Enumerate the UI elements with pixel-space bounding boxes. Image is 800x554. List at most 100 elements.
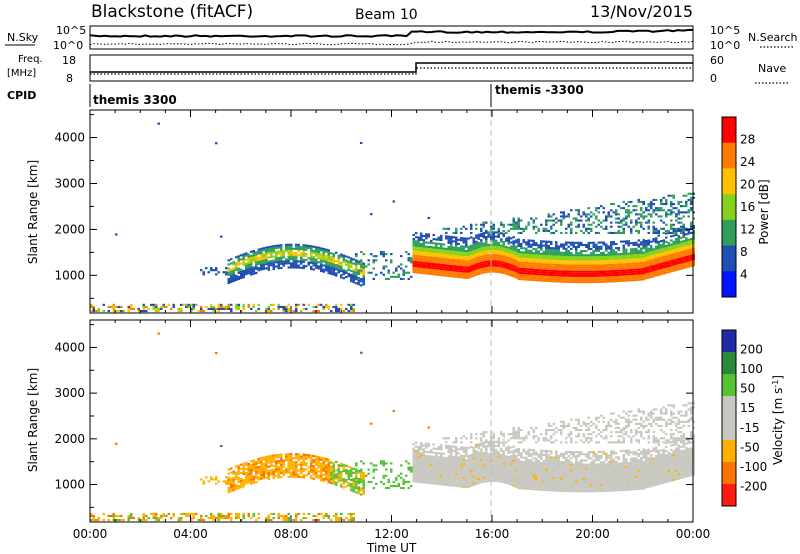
heatmap-cell — [677, 247, 680, 250]
heatmap-cell — [515, 245, 518, 248]
heatmap-cell — [435, 458, 438, 461]
heatmap-cell — [462, 262, 465, 265]
heatmap-cell — [595, 215, 598, 218]
heatmap-cell — [350, 512, 353, 515]
heatmap-cell — [577, 264, 580, 267]
heatmap-cell — [265, 259, 268, 262]
heatmap-cell — [555, 217, 558, 220]
heatmap-cell — [415, 263, 418, 266]
heatmap-cell — [555, 247, 558, 250]
heatmap-cell — [310, 454, 313, 457]
heatmap-cell — [295, 307, 298, 310]
heatmap-cell — [305, 468, 308, 471]
heatmap-cell — [632, 252, 635, 255]
heatmap-cell — [252, 481, 255, 484]
heatmap-cell — [492, 435, 495, 438]
heatmap-cell — [155, 514, 158, 517]
heatmap-cell — [440, 272, 443, 275]
heatmap-cell — [485, 461, 488, 464]
heatmap-cell — [355, 263, 358, 266]
heatmap-cell — [617, 280, 620, 283]
heatmap-cell — [350, 310, 353, 313]
heatmap-cell — [250, 478, 253, 481]
heatmap-cell — [515, 456, 518, 459]
heatmap-cell — [640, 276, 643, 279]
heatmap-cell — [340, 473, 343, 476]
heatmap-cell — [467, 471, 470, 474]
heatmap-cell — [447, 445, 450, 448]
heatmap-cell — [652, 273, 655, 276]
heatmap-cell — [525, 272, 528, 275]
heatmap-cell — [502, 442, 505, 445]
heatmap-cell — [475, 253, 478, 256]
heatmap-cell — [492, 225, 495, 228]
heatmap-cell — [485, 453, 488, 456]
heatmap-cell — [662, 262, 665, 265]
heatmap-cell — [347, 471, 350, 474]
heatmap-cell — [310, 257, 313, 260]
heatmap-cell — [250, 261, 253, 264]
heatmap-cell — [507, 478, 510, 481]
heatmap-cell — [295, 512, 298, 515]
heatmap-cell — [330, 480, 333, 483]
heatmap-cell — [262, 261, 265, 264]
heatmap-cell — [477, 478, 480, 481]
heatmap-cell — [640, 243, 643, 246]
heatmap-cell — [525, 227, 528, 230]
heatmap-cell — [492, 479, 495, 482]
heatmap-cell — [92, 310, 95, 313]
heatmap-cell — [685, 233, 688, 236]
heatmap-cell — [687, 232, 690, 235]
heatmap-cell — [342, 486, 345, 489]
heatmap-cell — [475, 437, 478, 440]
heatmap-cell — [470, 244, 473, 247]
heatmap-cell — [482, 257, 485, 260]
heatmap-cell — [262, 265, 265, 268]
heatmap-cell — [487, 467, 490, 470]
heatmap-cell — [490, 237, 493, 240]
heatmap-cell — [285, 243, 288, 246]
heatmap-cell — [325, 256, 328, 259]
heatmap-cell — [295, 258, 298, 261]
heatmap-cell — [427, 260, 430, 263]
heatmap-cell — [677, 251, 680, 254]
heatmap-cell — [605, 264, 608, 267]
heatmap-cell — [637, 198, 640, 201]
heatmap-cell — [432, 478, 435, 481]
heatmap-cell — [480, 243, 483, 246]
heatmap-cell — [450, 465, 453, 468]
heatmap-cell — [350, 261, 353, 264]
heatmap-cell — [415, 445, 418, 448]
heatmap-cell — [92, 307, 95, 310]
heatmap-cell — [335, 266, 338, 269]
heatmap-cell — [425, 477, 428, 480]
heatmap-cell — [512, 482, 515, 485]
heatmap-cell — [517, 219, 520, 222]
heatmap-cell — [515, 463, 518, 466]
heatmap-cell — [385, 253, 388, 256]
heatmap-cell — [415, 470, 418, 473]
beam-label: Beam 10 — [355, 7, 418, 23]
heatmap-cell — [512, 449, 515, 452]
heatmap-cell — [530, 249, 533, 252]
heatmap-cell — [330, 264, 333, 267]
heatmap-cell — [152, 305, 155, 308]
heatmap-cell — [622, 279, 625, 282]
heatmap-cell — [342, 277, 345, 280]
heatmap-cell — [685, 247, 688, 250]
heatmap-cell — [250, 476, 253, 479]
heatmap-cell — [480, 251, 483, 254]
heatmap-cell — [185, 514, 188, 517]
heatmap-cell — [447, 262, 450, 265]
heatmap-cell — [447, 235, 450, 238]
heatmap-cell — [677, 203, 680, 206]
heatmap-cell — [422, 456, 425, 459]
heatmap-cell — [382, 474, 385, 477]
heatmap-cell — [572, 281, 575, 284]
heatmap-cell — [362, 275, 365, 278]
heatmap-cell — [335, 272, 338, 275]
heatmap-cell — [675, 267, 678, 270]
heatmap-cell — [660, 200, 663, 203]
heatmap-cell — [560, 223, 563, 226]
heatmap-cell — [567, 256, 570, 259]
